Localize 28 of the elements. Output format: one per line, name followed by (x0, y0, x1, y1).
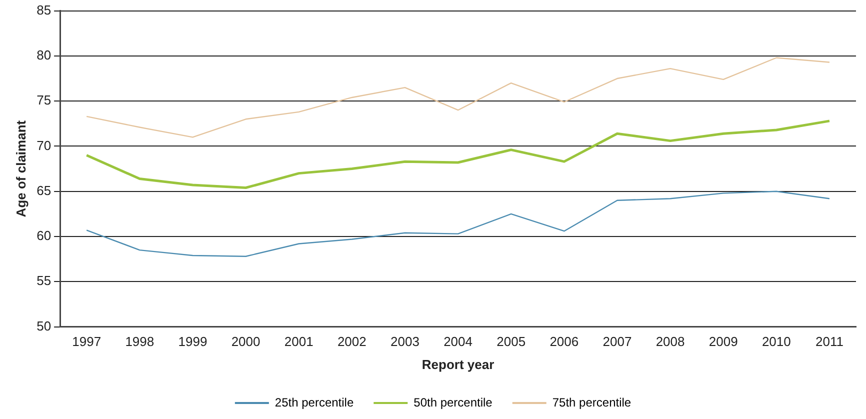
x-tick-label: 2008 (656, 334, 685, 350)
y-tick-label: 55 (36, 273, 52, 288)
y-tick-label: 70 (36, 138, 52, 153)
x-tick-label: 2006 (550, 334, 579, 350)
x-tick-label: 1997 (72, 334, 102, 350)
y-tick-label: 75 (36, 92, 52, 108)
y-axis-title: Age of claimant (13, 120, 28, 218)
y-tick-label: 60 (36, 228, 52, 244)
y-tick-label: 85 (36, 2, 52, 18)
legend-label: 75th percentile (552, 395, 632, 410)
x-tick-label: 1998 (125, 334, 154, 350)
x-tick-label: 2007 (602, 334, 632, 350)
x-tick-label: 2010 (762, 334, 791, 350)
x-tick-label: 2001 (284, 334, 314, 350)
y-tick-label: 80 (36, 48, 52, 63)
x-tick-label: 2003 (390, 334, 420, 350)
legend-label: 25th percentile (274, 395, 354, 410)
x-tick-label: 1999 (178, 334, 208, 350)
x-tick-label: 2002 (337, 334, 366, 350)
y-tick-label: 65 (36, 182, 52, 198)
y-tick-label: 50 (36, 318, 52, 334)
x-tick-label: 2005 (496, 334, 526, 350)
x-tick-label: 2000 (231, 334, 260, 350)
x-tick-label: 2009 (708, 334, 738, 350)
x-axis-title: Report year (422, 356, 494, 372)
x-tick-label: 2004 (444, 334, 472, 350)
legend-label: 50th percentile (414, 395, 493, 410)
x-tick-label: 2011 (815, 334, 844, 350)
